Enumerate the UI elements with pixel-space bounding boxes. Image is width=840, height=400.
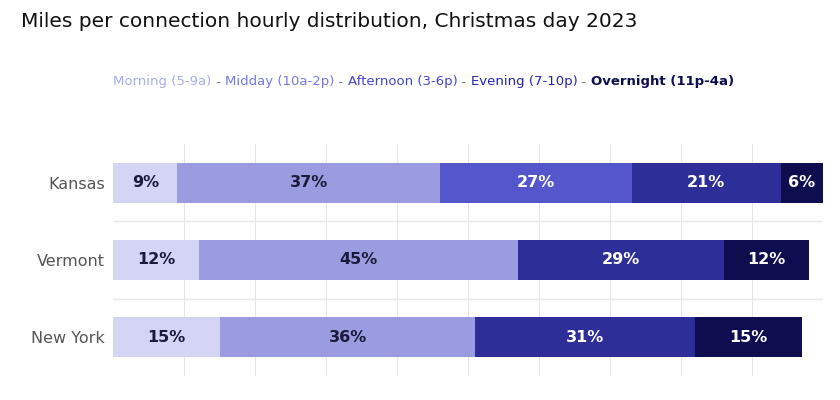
Text: -: - <box>334 76 348 88</box>
Bar <box>177 162 440 203</box>
Bar <box>440 162 632 203</box>
Bar <box>113 317 220 358</box>
Text: 45%: 45% <box>339 252 377 268</box>
Text: 6%: 6% <box>789 175 816 190</box>
Bar <box>696 317 802 358</box>
Text: 12%: 12% <box>137 252 175 268</box>
Text: Morning (5-9a): Morning (5-9a) <box>113 76 212 88</box>
Text: Evening (7-10p): Evening (7-10p) <box>470 76 577 88</box>
Bar <box>518 240 724 280</box>
Text: Afternoon (3-6p): Afternoon (3-6p) <box>348 76 457 88</box>
Text: -: - <box>457 76 470 88</box>
Text: 36%: 36% <box>328 330 367 345</box>
Text: -: - <box>212 76 225 88</box>
Bar <box>475 317 696 358</box>
Text: Midday (10a-2p): Midday (10a-2p) <box>225 76 334 88</box>
Text: 15%: 15% <box>730 330 768 345</box>
Bar <box>632 162 780 203</box>
Bar <box>220 317 475 358</box>
Bar <box>198 240 518 280</box>
Bar <box>113 162 177 203</box>
Text: 21%: 21% <box>687 175 725 190</box>
Text: 27%: 27% <box>517 175 555 190</box>
Text: 15%: 15% <box>148 330 186 345</box>
Bar <box>113 240 198 280</box>
Bar <box>780 162 823 203</box>
Text: 37%: 37% <box>290 175 328 190</box>
Bar <box>724 240 809 280</box>
Text: 9%: 9% <box>132 175 159 190</box>
Text: 31%: 31% <box>566 330 605 345</box>
Text: 29%: 29% <box>601 252 640 268</box>
Text: -: - <box>577 76 591 88</box>
Text: Miles per connection hourly distribution, Christmas day 2023: Miles per connection hourly distribution… <box>21 12 638 31</box>
Text: 12%: 12% <box>748 252 785 268</box>
Text: Overnight (11p-4a): Overnight (11p-4a) <box>591 76 733 88</box>
